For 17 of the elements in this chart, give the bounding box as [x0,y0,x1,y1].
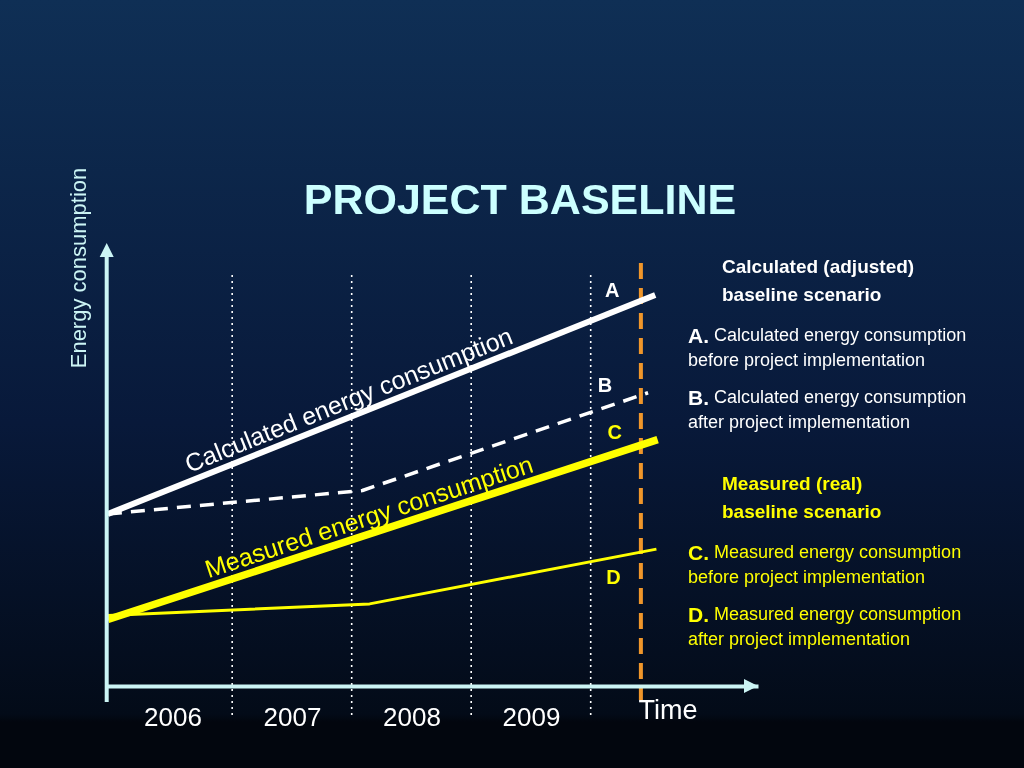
annotation: Measured (real) baseline scenario [722,472,882,522]
series-label: C [607,420,622,443]
annotation: D. Measured energy consumption after project implementation [688,602,962,649]
annotation: C. Measured energy consumption before project implementation [688,540,962,587]
annotation: Calculated (adjusted) baseline scenario [722,255,915,305]
series-label: D [606,566,621,589]
annotation: A. Calculated energy consumption before project implementation [688,323,967,370]
x-tick-label: 2007 [263,702,322,733]
series-label: B [597,374,613,397]
x-tick-label: 2008 [383,702,441,733]
x-tick-label: 2006 [144,702,202,733]
x-tick-label: 2009 [502,702,561,733]
series-label: A [605,279,620,302]
y-axis-title: Energy consumption [65,167,91,369]
x-axis-title: Time [638,695,698,725]
annotation: B. Calculated energy consumption after project implementation [688,385,967,432]
chart-title: PROJECT BASELINE [303,175,737,223]
